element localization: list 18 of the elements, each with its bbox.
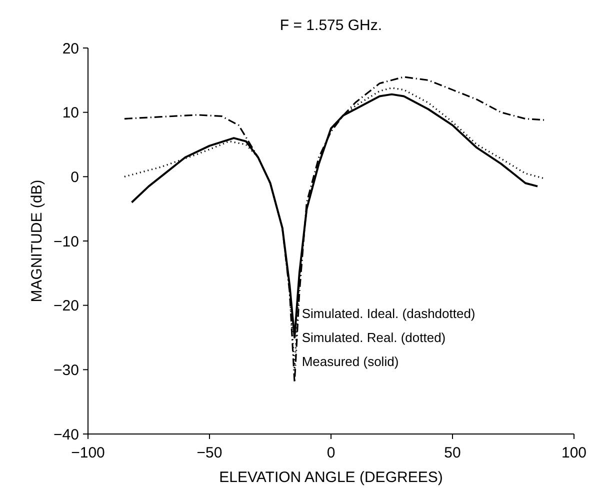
y-tick-label: 10 bbox=[62, 104, 79, 122]
x-tick-label: 0 bbox=[326, 444, 336, 462]
x-axis-title: ELEVATION ANGLE (DEGREES) bbox=[219, 469, 443, 486]
y-tick-label: 20 bbox=[62, 40, 79, 58]
y-tick-label: −30 bbox=[54, 362, 79, 379]
x-tick-label: 50 bbox=[444, 444, 461, 462]
annotation: Simulated. Real. (dotted) bbox=[302, 330, 446, 346]
x-tick-label: −100 bbox=[71, 444, 105, 462]
y-tick-label: 0 bbox=[70, 168, 79, 186]
chart-title: F = 1.575 GHz. bbox=[280, 17, 382, 34]
x-tick-label: −50 bbox=[196, 444, 222, 462]
y-tick-label: −20 bbox=[54, 298, 79, 315]
annotation: Measured (solid) bbox=[302, 354, 399, 370]
y-axis-title: MAGNITUDE (dB) bbox=[28, 180, 46, 302]
y-tick-label: −10 bbox=[54, 233, 79, 250]
annotation: Simulated. Ideal. (dashdotted) bbox=[302, 306, 476, 322]
x-tick-label: 100 bbox=[561, 444, 587, 462]
y-tick-label: −40 bbox=[54, 426, 79, 444]
